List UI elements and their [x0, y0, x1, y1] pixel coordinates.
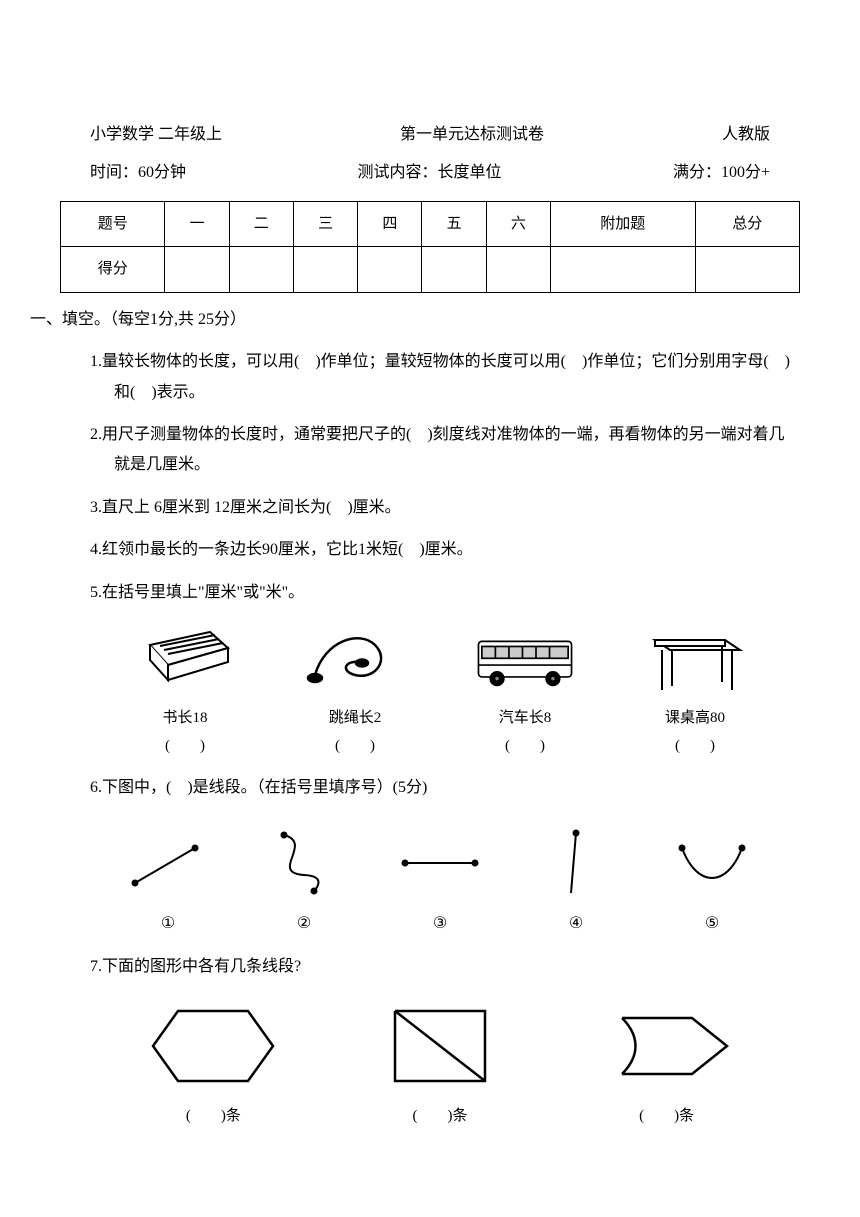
col-header: 一 — [165, 201, 229, 247]
arrow-shape-icon — [592, 996, 742, 1096]
test-content: 测试内容：长度单位 — [357, 158, 501, 188]
segment-3: ③ — [385, 823, 495, 939]
illus-label: 跳绳长2 — [329, 704, 382, 733]
divided-square-icon — [365, 996, 515, 1096]
seg-label: ① — [161, 909, 175, 939]
book-icon — [130, 620, 240, 700]
score-cell — [486, 247, 550, 293]
illus-book: 书长18 ( ) — [130, 620, 240, 761]
score-cell — [551, 247, 696, 293]
ray-icon — [531, 823, 621, 903]
shape-triangle-box: ( )条 — [350, 996, 530, 1131]
jump-rope-icon — [300, 620, 410, 700]
curve-icon — [259, 823, 349, 903]
row-label: 得分 — [61, 247, 165, 293]
table-row: 题号 一 二 三 四 五 六 附加题 总分 — [61, 201, 800, 247]
section-1-title: 一、填空。（每空1分,共 25分） — [30, 305, 800, 335]
unit-title: 第一单元达标测试卷 — [400, 120, 544, 150]
shape-label: ( )条 — [186, 1102, 241, 1131]
seg-label: ② — [297, 909, 311, 939]
illus-blank: ( ) — [335, 732, 375, 761]
illus-label: 书长18 — [162, 704, 207, 733]
table-row: 得分 — [61, 247, 800, 293]
segment-1: ① — [113, 823, 223, 939]
question-7: 7.下面的图形中各有几条线段? — [90, 952, 800, 982]
question-6: 6.下图中，( )是线段。（在括号里填序号）(5分) — [90, 773, 800, 803]
question-5: 5.在括号里填上"厘米"或"米"。 — [90, 578, 800, 608]
score-cell — [293, 247, 357, 293]
bus-icon — [470, 620, 580, 700]
segment-4: ④ — [521, 823, 631, 939]
shape-label: ( )条 — [412, 1102, 467, 1131]
col-header: 题号 — [61, 201, 165, 247]
score-cell — [165, 247, 229, 293]
shape-label: ( )条 — [639, 1102, 694, 1131]
col-header: 二 — [229, 201, 293, 247]
col-header: 附加题 — [551, 201, 696, 247]
illus-rope: 跳绳长2 ( ) — [300, 620, 410, 761]
col-header: 五 — [422, 201, 486, 247]
desk-icon — [640, 620, 750, 700]
seg-label: ⑤ — [705, 909, 719, 939]
header-row-1: 小学数学 二年级上 第一单元达标测试卷 人教版 — [60, 120, 800, 150]
illus-label: 汽车长8 — [499, 704, 552, 733]
illus-blank: ( ) — [165, 732, 205, 761]
segment-2: ② — [249, 823, 359, 939]
edition: 人教版 — [722, 120, 770, 150]
line-segment-icon — [123, 823, 213, 903]
q7-shapes: ( )条 ( )条 ( )条 — [100, 996, 780, 1131]
score-cell — [229, 247, 293, 293]
score-cell — [695, 247, 799, 293]
header-row-2: 时间：60分钟 测试内容：长度单位 满分：100分+ — [60, 158, 800, 188]
seg-label: ④ — [569, 909, 583, 939]
illus-blank: ( ) — [675, 732, 715, 761]
illus-bus: 汽车长8 ( ) — [470, 620, 580, 761]
q6-segments: ① ② ③ ④ ⑤ — [100, 823, 780, 939]
hexagon-icon — [138, 996, 288, 1096]
illus-blank: ( ) — [505, 732, 545, 761]
seg-label: ③ — [433, 909, 447, 939]
question-3: 3.直尺上 6厘米到 12厘米之间长为( )厘米。 — [90, 493, 800, 523]
question-2: 2.用尺子测量物体的长度时，通常要把尺子的( )刻度线对准物体的一端，再看物体的… — [90, 420, 800, 481]
segment-5: ⑤ — [657, 823, 767, 939]
full-marks: 满分：100分+ — [673, 158, 770, 188]
col-header: 总分 — [695, 201, 799, 247]
time: 时间：60分钟 — [90, 158, 186, 188]
shape-arrow: ( )条 — [577, 996, 757, 1131]
question-1: 1.量较长物体的长度，可以用( )作单位；量较短物体的长度可以用( )作单位；它… — [90, 347, 800, 408]
score-table: 题号 一 二 三 四 五 六 附加题 总分 得分 — [60, 201, 800, 293]
score-cell — [358, 247, 422, 293]
illus-desk: 课桌高80 ( ) — [640, 620, 750, 761]
line-segment-icon — [395, 823, 485, 903]
subject: 小学数学 二年级上 — [90, 120, 222, 150]
score-cell — [422, 247, 486, 293]
shape-hexagon: ( )条 — [123, 996, 303, 1131]
question-4: 4.红领巾最长的一条边长90厘米，它比1米短( )厘米。 — [90, 535, 800, 565]
illus-label: 课桌高80 — [665, 704, 725, 733]
arc-icon — [667, 823, 757, 903]
q5-illustrations: 书长18 ( ) 跳绳长2 ( ) — [100, 620, 780, 761]
col-header: 三 — [293, 201, 357, 247]
col-header: 六 — [486, 201, 550, 247]
col-header: 四 — [358, 201, 422, 247]
